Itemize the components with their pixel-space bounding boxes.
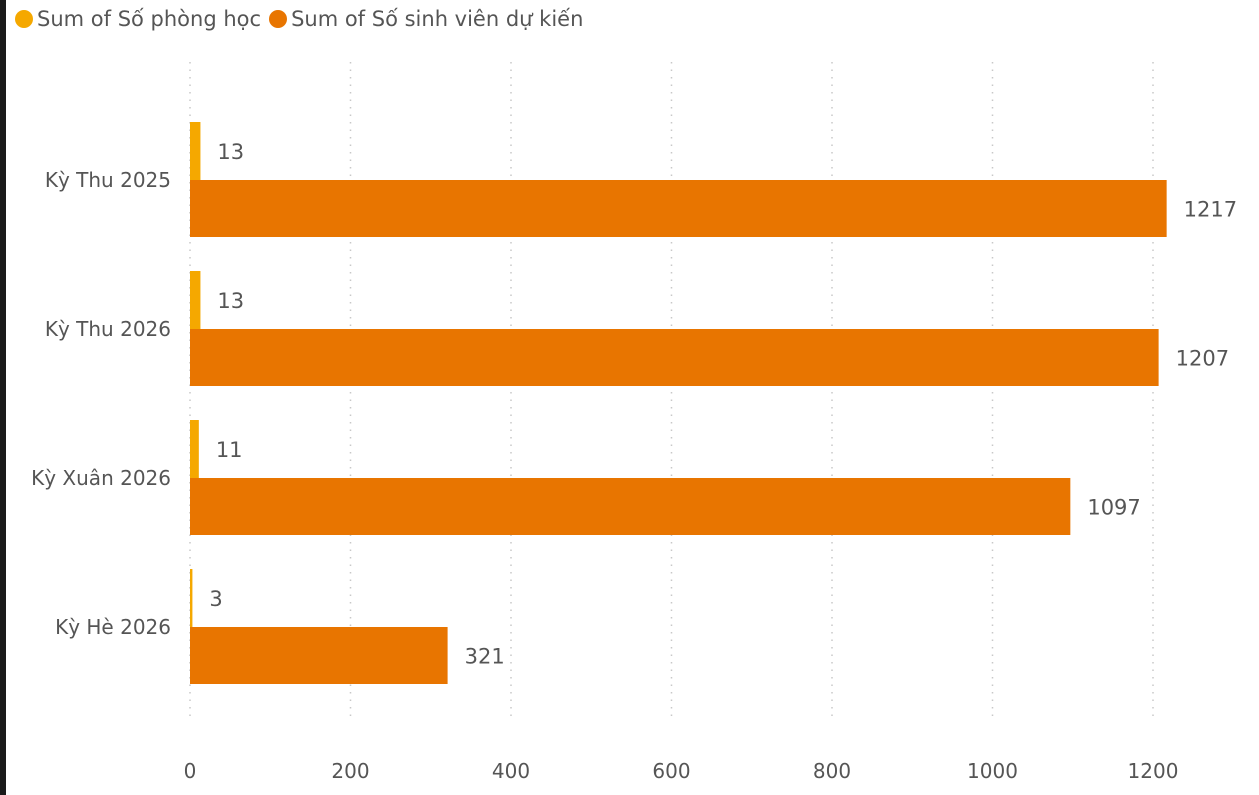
bar-students[interactable] [190,329,1159,386]
bar-students[interactable] [190,478,1071,535]
category-axis: Kỳ Thu 2025 Kỳ Thu 2026 Kỳ Xuân 2026 Kỳ Hè … [31,168,171,639]
x-tick-label: 0 [184,759,197,783]
data-label-rooms: 3 [209,587,222,611]
x-tick-label: 1200 [1128,759,1179,783]
bar-rooms[interactable] [190,420,199,478]
data-label-students: 321 [465,645,505,669]
legend-item-rooms[interactable]: Sum of Số phòng học [15,7,261,31]
data-label-rooms: 13 [217,289,244,313]
data-labels: 13 1217 13 1207 11 1097 3 321 [209,140,1237,669]
x-tick-label: 600 [652,759,690,783]
legend-marker-rooms [15,10,33,28]
category-label: Kỳ Xuân 2026 [31,466,171,490]
data-label-students: 1207 [1176,347,1229,371]
bars [190,122,1167,684]
x-tick-label: 1000 [967,759,1018,783]
bar-rooms[interactable] [190,569,193,627]
left-border [0,0,6,795]
x-tick-label: 200 [331,759,369,783]
grid-lines [189,62,1154,718]
x-tick-label: 800 [813,759,851,783]
data-label-students: 1097 [1087,496,1140,520]
bar-rooms[interactable] [190,122,201,180]
category-label: Kỳ Thu 2026 [45,317,171,341]
legend-label-students: Sum of Số sinh viên dự kiến [291,7,584,31]
bar-students[interactable] [190,180,1167,237]
legend: Sum of Số phòng học Sum of Số sinh viên … [15,4,591,34]
data-label-students: 1217 [1184,198,1237,222]
bar-rooms[interactable] [190,271,201,329]
bar-students[interactable] [190,627,448,684]
legend-label-rooms: Sum of Số phòng học [37,7,262,31]
category-label: Kỳ Thu 2025 [45,168,171,192]
category-label: Kỳ Hè 2026 [55,615,171,639]
x-tick-label: 400 [492,759,530,783]
value-axis: 0 200 400 600 800 1000 1200 [184,759,1179,783]
legend-item-students[interactable]: Sum of Số sinh viên dự kiến [269,7,583,31]
legend-marker-students [269,10,288,28]
data-label-rooms: 13 [217,140,244,164]
data-label-rooms: 11 [216,438,243,462]
